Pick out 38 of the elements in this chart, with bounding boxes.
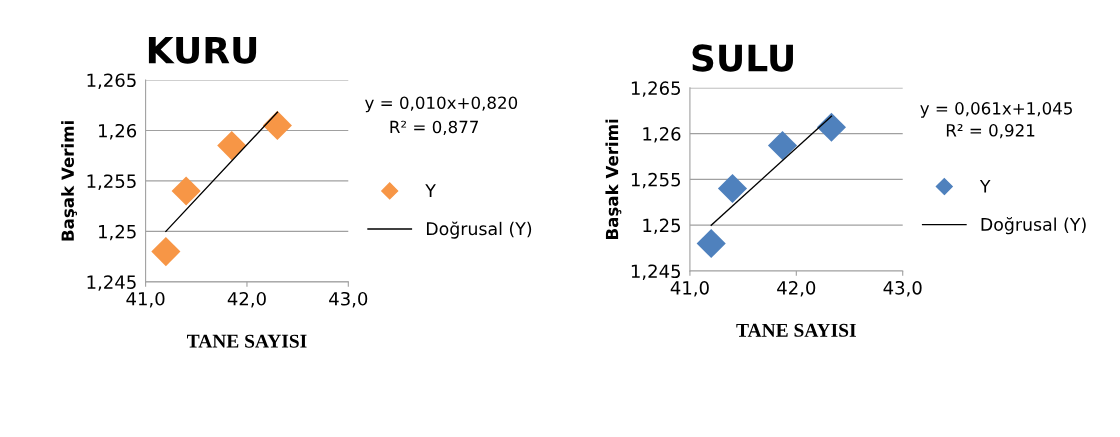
- point: [717, 173, 748, 204]
- y-tick-label: 1,245: [87, 275, 136, 291]
- x-axis-title: TANE SAYISI: [187, 334, 307, 348]
- x-tick-label: 41,0: [670, 280, 709, 297]
- y-tick-label: 1,25: [99, 224, 136, 241]
- y-tick-label: 1,26: [99, 123, 137, 140]
- x-axis-title: TANE SAYISI: [736, 323, 856, 337]
- y-tick-label: 1,265: [631, 81, 681, 97]
- point: [171, 176, 201, 206]
- point: [151, 237, 181, 267]
- chart-title: KURU: [148, 36, 257, 64]
- y-tick-label: 1,25: [643, 218, 681, 235]
- y-tick-label: 1,255: [87, 174, 136, 190]
- x-tick-label: 43,0: [883, 280, 922, 297]
- y-axis-title: Başak Verimi: [605, 119, 622, 240]
- text: R² = 0,877: [390, 120, 478, 135]
- x-tick-label: 42,0: [777, 280, 816, 297]
- legend-label: Doğrusal (Y): [981, 217, 1086, 235]
- x-tick-label: 43,0: [329, 291, 368, 308]
- text: y = 0,061x+1,045: [920, 102, 1072, 118]
- x-tick-label: 42,0: [227, 291, 266, 308]
- x-tick-label: 41,0: [126, 291, 165, 308]
- point: [217, 131, 247, 161]
- text: R² = 0,921: [946, 124, 1035, 139]
- y-tick-label: 1,245: [631, 264, 681, 280]
- point: [816, 112, 846, 142]
- point: [262, 110, 292, 140]
- y-axis-title: Başak Verimi: [61, 121, 78, 241]
- text: y = 0,010x+0,820: [365, 96, 518, 113]
- legend-label: Y: [425, 184, 436, 197]
- y-tick-label: 1,26: [643, 127, 681, 143]
- legend-label: Doğrusal (Y): [426, 221, 532, 239]
- y-tick-label: 1,255: [631, 172, 681, 189]
- chart-title: SULU: [692, 44, 793, 72]
- point: [696, 228, 726, 259]
- legend-label: Y: [979, 179, 991, 193]
- y-tick-label: 1,265: [87, 73, 136, 89]
- point: [767, 130, 798, 161]
